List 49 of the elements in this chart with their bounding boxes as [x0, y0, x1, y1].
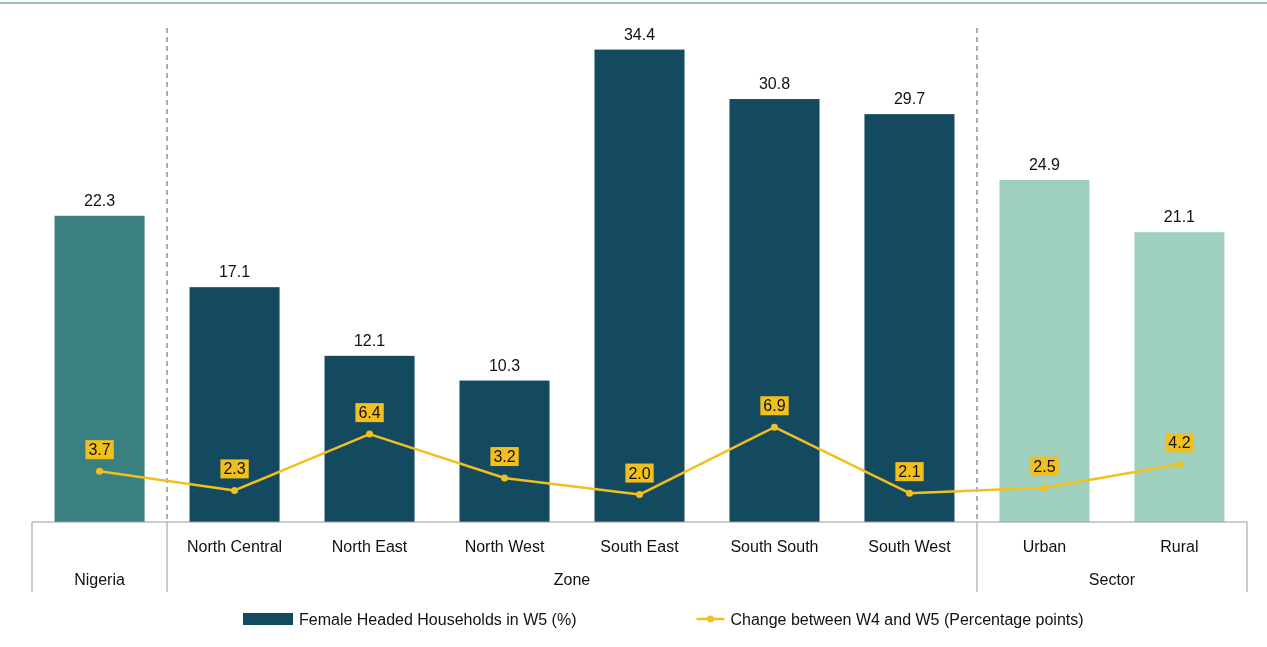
data-label: 2.3 [223, 460, 246, 478]
text: Nigeria [74, 571, 126, 588]
bar [1134, 232, 1225, 522]
data-label: 2.0 [628, 464, 651, 482]
data-label: 12.1 [353, 331, 386, 349]
point [96, 467, 104, 475]
data-label: 2.5 [1033, 457, 1056, 475]
bar [729, 99, 820, 522]
x-tick-label: North Central [186, 538, 283, 555]
x-tick-label: South East [600, 538, 680, 555]
x-tick-label: Rural [1160, 538, 1199, 555]
data-label: 4.2 [1168, 434, 1191, 452]
data-label: 6.4 [358, 404, 381, 422]
point [636, 491, 643, 499]
point [1040, 484, 1048, 492]
x-tick-label: South West [868, 538, 952, 555]
data-label: 6.9 [763, 397, 786, 415]
data-label: 34.4 [623, 25, 656, 43]
x-tick-label: North East [331, 538, 408, 555]
point [366, 430, 374, 438]
data-label: 21.1 [1163, 208, 1196, 226]
point [905, 489, 913, 497]
x-tick-label: South South [730, 538, 819, 555]
data-label: 17.1 [218, 263, 251, 281]
data-label: 3.7 [88, 441, 111, 459]
bar [864, 114, 955, 522]
x-tick-label: Urban [1022, 538, 1067, 555]
data-label: 10.3 [488, 356, 521, 374]
data-label: 22.3 [83, 191, 116, 209]
data-label: 30.8 [758, 75, 791, 93]
data-label: 29.7 [893, 90, 926, 108]
x-tick-label: North West [464, 538, 545, 555]
bar [189, 287, 280, 522]
legend-label: Female Headed Households in W5 (%) [299, 611, 577, 628]
data-label: 2.1 [898, 463, 921, 481]
point [1175, 460, 1183, 468]
bar [594, 49, 685, 522]
data-label: 24.9 [1028, 156, 1061, 174]
legend-label: Change between W4 and W5 (Percentage points) [730, 611, 1084, 628]
bar [324, 355, 415, 522]
point [231, 486, 239, 494]
text: Zone [553, 571, 591, 588]
point [501, 474, 509, 482]
data-label: 3.2 [493, 448, 516, 466]
bar [459, 380, 550, 522]
bar [54, 215, 145, 522]
point [770, 423, 778, 431]
bar [999, 180, 1090, 522]
text: Sector [1088, 571, 1136, 588]
